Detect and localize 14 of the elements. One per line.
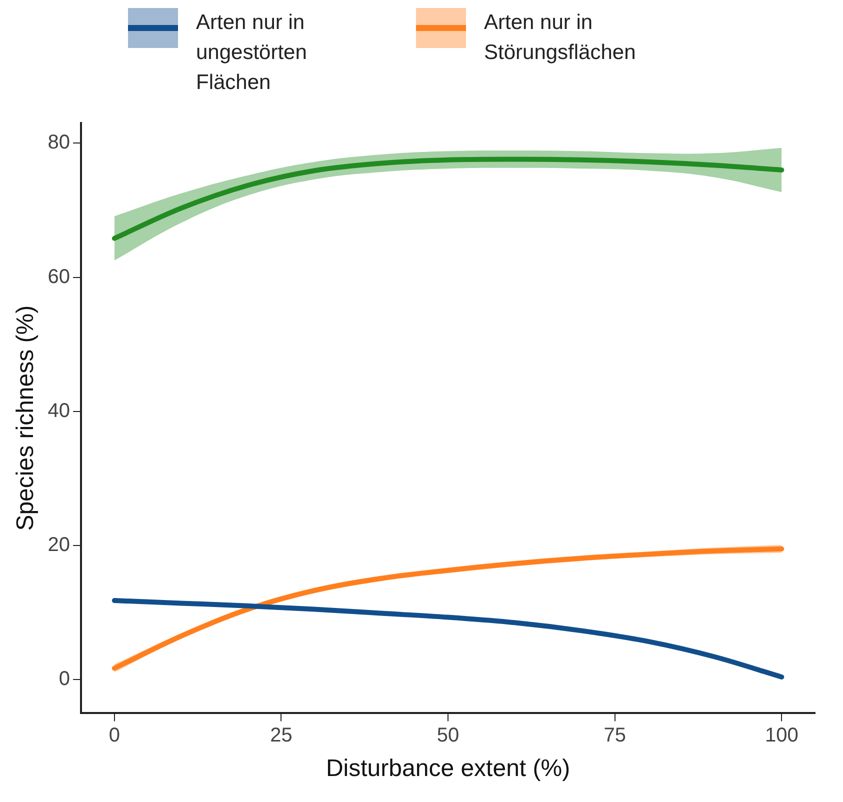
x-tick-label: 25 — [270, 724, 292, 747]
x-tick-label: 50 — [436, 724, 460, 747]
y-axis-title: Species richness (%) — [12, 305, 40, 531]
y-tick-label: 20 — [48, 534, 70, 556]
y-tick-label: 0 — [58, 668, 70, 690]
x-tick-label: 100 — [764, 724, 798, 747]
y-tick-label: 60 — [48, 266, 70, 288]
y-tick-label: 40 — [48, 400, 70, 422]
x-tick-label: 75 — [604, 724, 626, 747]
y-tick-label: 80 — [48, 132, 70, 154]
legend-label: Arten nur in ungestörten Flächen — [196, 10, 308, 96]
x-axis-title: Disturbance extent (%) — [326, 755, 570, 782]
legend-label: Arten nur in Störungsflächen — [484, 10, 637, 66]
x-tick-label: 0 — [108, 724, 120, 747]
